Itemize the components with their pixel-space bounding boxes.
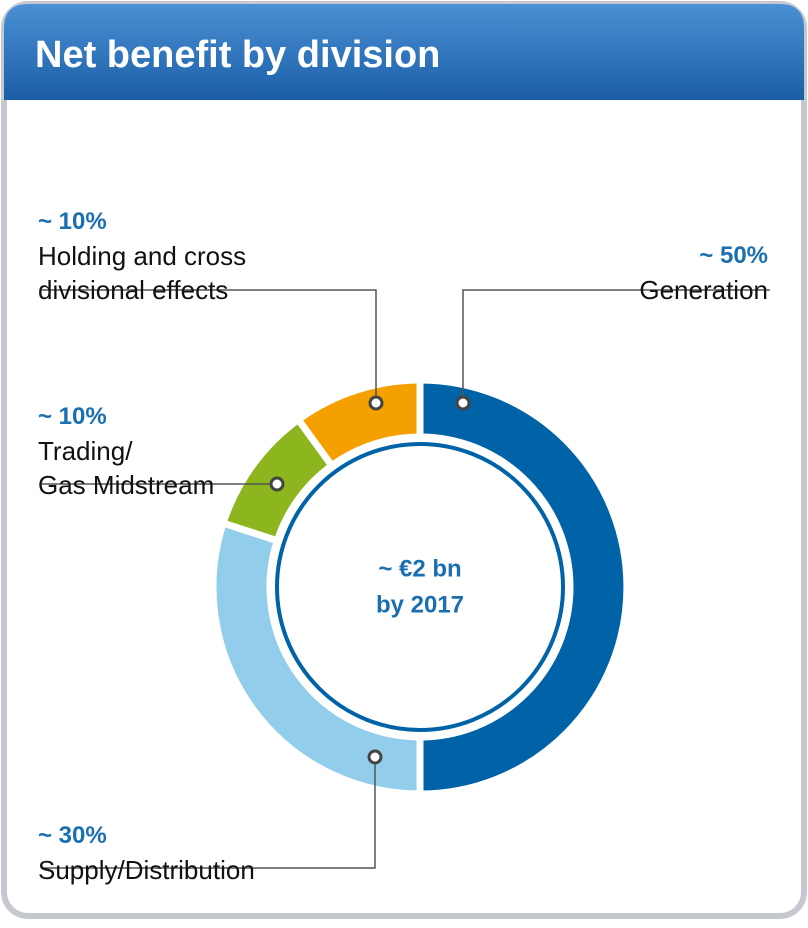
leader-line [42, 289, 377, 403]
donut-segment [209, 518, 424, 798]
value-label: ~ 50% [699, 242, 768, 269]
value-label: ~ 10% [38, 208, 107, 235]
leader-line [42, 757, 376, 869]
leader-dot [367, 749, 383, 765]
center-label: by 2017 [376, 591, 464, 618]
label-supply: ~ 30% Supply/Distribution [38, 785, 255, 887]
leaders [42, 289, 770, 869]
value-label: ~ 10% [38, 403, 107, 430]
category-label: Generation [639, 275, 768, 305]
donut-segment [293, 376, 424, 471]
leader-dot [455, 395, 471, 411]
leader-dot [368, 395, 384, 411]
leader-line [462, 289, 770, 403]
label-trading: ~ 10% Trading/ Gas Midstream [38, 366, 214, 502]
value-label: ~ 30% [38, 822, 107, 849]
label-generation: ~ 50% Generation [639, 205, 768, 307]
category-label: Supply/Distribution [38, 855, 255, 885]
donut [209, 376, 631, 798]
chart-title: Net benefit by division [35, 34, 440, 76]
dots [269, 395, 471, 765]
category-label: Holding and cross divisional effects [38, 241, 247, 305]
center-label: ~ €2 bn [378, 555, 461, 582]
category-label: Trading/ Gas Midstream [38, 436, 215, 500]
label-holding: ~ 10% Holding and cross divisional effect… [38, 171, 246, 307]
leader-dot [269, 476, 285, 492]
header [4, 4, 804, 100]
center-ring [275, 442, 565, 732]
donut-segment [416, 376, 631, 798]
